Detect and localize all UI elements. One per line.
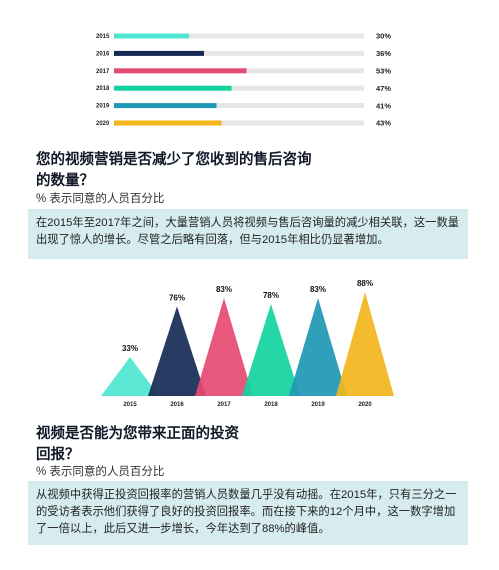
triangle-value-label: 76% (169, 293, 185, 302)
bar-value-label: 43% (376, 119, 391, 128)
triangle-2015 (101, 357, 159, 396)
triangle-2020 (336, 292, 394, 396)
bar-track (114, 33, 364, 39)
bar-year-label: 2020 (96, 121, 110, 127)
chart-2-note: 从视频中获得正投资回报率的营销人员数量几乎没有动摇。在2015年，只有三分之一的… (28, 481, 468, 545)
triangle-2016 (148, 306, 206, 396)
chart-1-title: 您的视频营销是否减少了您收到的售后咨询 的数量？ (36, 152, 312, 189)
bar-track (114, 103, 364, 109)
bar-2019 (114, 103, 217, 109)
bar-2020 (114, 120, 222, 126)
horizontal-bar-chart: 2015 30% 2016 36% 2017 53% 2018 47% 2019 41% 2020 4… (96, 32, 391, 128)
chart-1-note: 在2015年至2017年之间，大量营销人员将视频与售后咨询量的减少相关联，这一数… (28, 209, 468, 259)
bar-value-label: 30% (376, 32, 391, 41)
triangle-year-label: 2016 (170, 402, 184, 408)
triangle-bar-chart: 33% 2015 76% 2016 83% 2017 78% 2018 83% 2019 88% 20… (101, 279, 394, 408)
bar-track (114, 85, 364, 91)
chart-2-subtitle: % 表示同意的人员百分比 (36, 466, 165, 478)
bar-2017 (114, 68, 247, 74)
triangle-value-label: 33% (122, 344, 138, 353)
triangle-value-label: 78% (263, 291, 279, 300)
bar-value-label: 53% (376, 67, 391, 76)
triangle-value-label: 88% (357, 279, 373, 288)
triangle-year-label: 2017 (217, 402, 231, 408)
triangle-year-label: 2019 (311, 402, 325, 408)
triangle-year-label: 2020 (358, 402, 372, 408)
bar-2018 (114, 85, 232, 91)
bar-year-label: 2016 (96, 51, 110, 57)
bar-value-label: 47% (376, 84, 391, 93)
triangle-2018 (242, 303, 300, 396)
bar-year-label: 2018 (96, 86, 110, 92)
bar-value-label: 41% (376, 101, 391, 110)
chart-1-subtitle: % 表示同意的人员百分比 (36, 193, 165, 205)
bar-2016 (114, 50, 204, 56)
bar-value-label: 36% (376, 49, 391, 58)
bar-2015 (114, 33, 189, 39)
chart-2-title: 视频是否能为您带来正面的投资 回报？ (36, 426, 239, 463)
triangle-2019 (289, 298, 347, 396)
triangle-2017 (195, 298, 253, 396)
bar-year-label: 2019 (96, 104, 110, 110)
bar-year-label: 2017 (96, 69, 110, 75)
triangle-year-label: 2018 (264, 402, 278, 408)
bar-track (114, 50, 364, 56)
triangle-value-label: 83% (310, 285, 326, 294)
triangle-year-label: 2015 (123, 402, 137, 408)
bar-year-label: 2015 (96, 34, 110, 40)
bar-track (114, 120, 364, 126)
triangle-value-label: 83% (216, 285, 232, 294)
